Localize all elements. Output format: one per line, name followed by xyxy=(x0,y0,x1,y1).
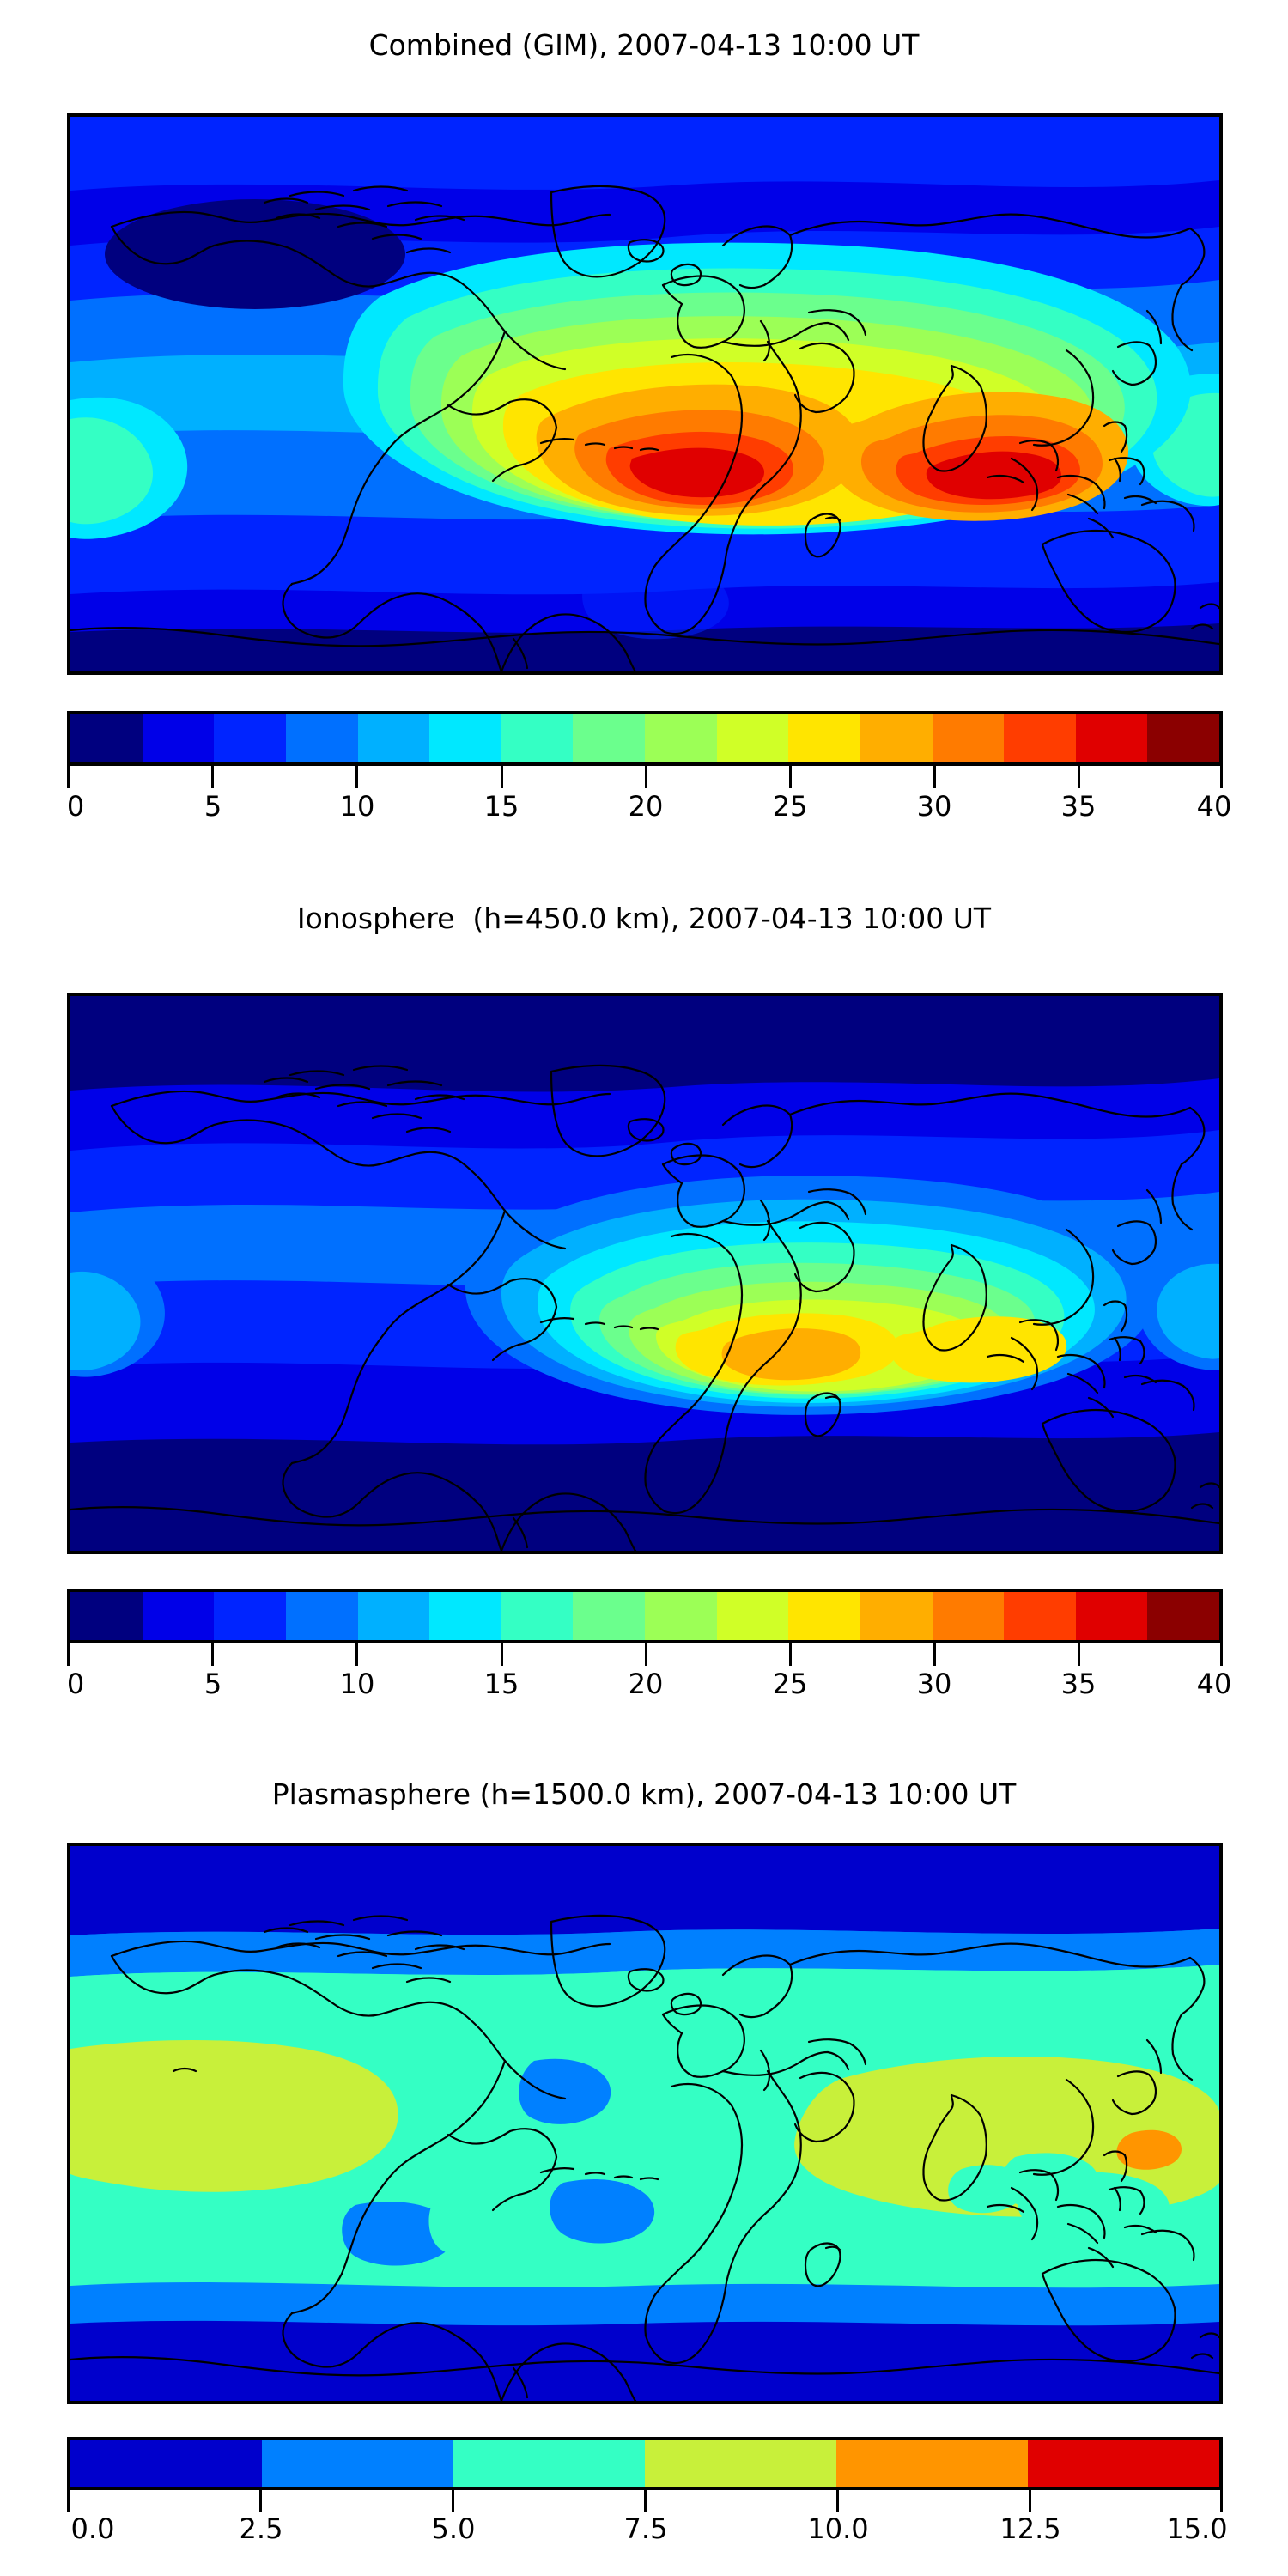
colorbar-combined-gradient xyxy=(67,711,1223,766)
anomaly-contours-combined xyxy=(343,242,1191,535)
cbar3-tick-label: 5.0 xyxy=(431,2512,476,2545)
cbar2-tick-label: 15 xyxy=(483,1668,519,1700)
map-plasmasphere xyxy=(67,1843,1223,2404)
map-combined-gim xyxy=(67,113,1223,675)
cbar2-tick-label: 40 xyxy=(1196,1668,1232,1700)
map-svg-combined xyxy=(70,117,1219,671)
cbar3-tick-label: 15.0 xyxy=(1166,2512,1228,2545)
colorbar-combined-ticks xyxy=(67,766,1223,788)
panel-ionosphere: Ionosphere (h=450.0 km), 2007-04-13 10:0… xyxy=(0,867,1288,1745)
colorbar-ionosphere-labels: 0 5 10 15 20 25 30 35 40 xyxy=(66,1668,1232,1707)
cbar3-tick-label: 12.5 xyxy=(999,2512,1061,2545)
cbar2-tick-label: 10 xyxy=(339,1668,375,1700)
panel-title-combined: Combined (GIM), 2007-04-13 10:00 UT xyxy=(368,28,920,62)
cbar2-tick-label: 35 xyxy=(1060,1668,1097,1700)
cbar2-tick-label: 20 xyxy=(628,1668,664,1700)
panel-title-ionosphere: Ionosphere (h=450.0 km), 2007-04-13 10:0… xyxy=(296,902,992,935)
cbar1-tick-label: 30 xyxy=(916,790,952,823)
cbar1-tick-label: 35 xyxy=(1060,790,1097,823)
coastlines-plasmasphere xyxy=(70,1914,1219,2401)
cbar3-tick-label: 2.5 xyxy=(239,2512,283,2545)
cbar3-tick-label: 0.0 xyxy=(70,2512,115,2545)
panel-plasmasphere: Plasmasphere (h=1500.0 km), 2007-04-13 1… xyxy=(0,1745,1288,2576)
colorbar-plasmasphere-labels: 0.0 2.5 5.0 7.5 10.0 12.5 15.0 xyxy=(67,2512,1228,2552)
colorbar-combined: 0 5 10 15 20 25 30 35 40 xyxy=(66,711,1232,840)
map-svg-plasmasphere xyxy=(70,1846,1219,2401)
colorbar-plasmasphere-gradient xyxy=(67,2437,1223,2490)
cbar1-tick-label: 20 xyxy=(628,790,664,823)
cbar1-tick-label: 10 xyxy=(339,790,375,823)
panel-combined-gim: Combined (GIM), 2007-04-13 10:00 UT xyxy=(0,0,1288,867)
cbar3-tick-label: 7.5 xyxy=(623,2512,668,2545)
cbar1-tick-label: 5 xyxy=(204,790,222,823)
colorbar-ionosphere: 0 5 10 15 20 25 30 35 40 xyxy=(66,1589,1232,1717)
colorbar-ionosphere-gradient xyxy=(67,1589,1223,1643)
colorbar-plasmasphere-ticks xyxy=(67,2490,1223,2512)
map-ionosphere xyxy=(67,993,1223,1554)
cbar3-tick-label: 10.0 xyxy=(807,2512,869,2545)
colorbar-ionosphere-ticks xyxy=(67,1643,1223,1666)
coastlines-ionosphere xyxy=(70,1064,1219,1551)
cbar2-tick-label: 0 xyxy=(66,1668,85,1700)
map-svg-ionosphere xyxy=(70,996,1219,1551)
cbar2-tick-label: 25 xyxy=(772,1668,808,1700)
cbar2-tick-label: 5 xyxy=(204,1668,222,1700)
cbar1-tick-label: 15 xyxy=(483,790,519,823)
cbar1-tick-label: 25 xyxy=(772,790,808,823)
coastlines-combined xyxy=(70,185,1219,671)
panel-title-plasmasphere: Plasmasphere (h=1500.0 km), 2007-04-13 1… xyxy=(271,1777,1017,1811)
cbar1-tick-label: 0 xyxy=(66,790,85,823)
cbar1-tick-label: 40 xyxy=(1196,790,1232,823)
anomaly-contours-ionosphere xyxy=(465,1175,1157,1415)
cbar2-tick-label: 30 xyxy=(916,1668,952,1700)
colorbar-combined-labels: 0 5 10 15 20 25 30 35 40 xyxy=(66,790,1232,829)
colorbar-plasmasphere: 0.0 2.5 5.0 7.5 10.0 12.5 15.0 xyxy=(67,2437,1228,2566)
